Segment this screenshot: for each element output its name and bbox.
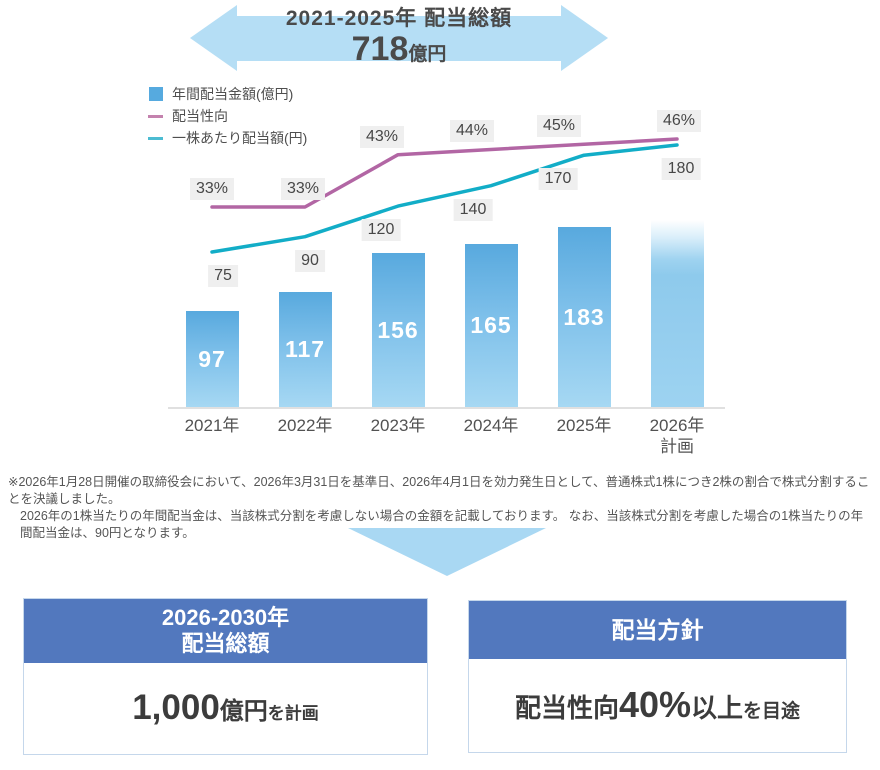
plan-box-header-line2: 配当総額 bbox=[181, 631, 270, 656]
blue-square-icon bbox=[148, 87, 163, 101]
down-arrow-icon bbox=[348, 528, 546, 576]
policy-box-header-text: 配当方針 bbox=[611, 617, 704, 643]
bar-value-label: 156 bbox=[377, 316, 419, 343]
bar-value-label: 165 bbox=[470, 312, 512, 338]
payout-ratio-label: 43% bbox=[359, 125, 405, 148]
legend-item-payout-ratio: 配当性向 bbox=[148, 105, 307, 127]
plan-box-header: 2026-2030年 配当総額 bbox=[24, 599, 427, 663]
bar: 156 bbox=[371, 253, 425, 407]
payout-ratio-label: 33% bbox=[280, 178, 326, 200]
per-share-label: 90 bbox=[295, 249, 325, 272]
policy-box-header: 配当方針 bbox=[469, 601, 846, 659]
per-share-label: 140 bbox=[453, 198, 493, 221]
bar: 165 bbox=[464, 244, 518, 407]
policy-box: 配当方針 配当性向40%以上を目途 bbox=[468, 600, 847, 753]
bar: 117 bbox=[278, 292, 332, 407]
policy-suffix: を目途 bbox=[743, 700, 801, 722]
bar: 183 bbox=[557, 227, 611, 407]
banner-text: 2021-2025年 配当総額 718億円 bbox=[190, 5, 608, 72]
legend-label: 配当性向 bbox=[172, 108, 228, 124]
x-axis-label: 2026年 計画 bbox=[649, 416, 705, 456]
x-axis-label: 2023年 bbox=[370, 416, 426, 435]
per-share-label: 120 bbox=[361, 219, 401, 242]
x-axis-line bbox=[168, 407, 725, 409]
payout-ratio-label: 45% bbox=[536, 115, 582, 138]
x-axis-label: 2021年 bbox=[184, 416, 240, 435]
policy-value: 40% bbox=[618, 683, 692, 725]
plan-box-header-line1: 2026-2030年 bbox=[161, 605, 290, 630]
legend-item-annual-dividend: 年間配当金額(億円) bbox=[148, 83, 307, 105]
x-axis-label: 2024年 bbox=[463, 416, 519, 435]
total-dividend-banner: 2021-2025年 配当総額 718億円 bbox=[190, 5, 608, 72]
footnote-line-2: 2026年の1株当たりの年間配当金は、当該株式分割を考慮しない場合の金額を記載し… bbox=[20, 509, 864, 540]
x-axis-label: 2022年 bbox=[277, 416, 333, 435]
chart-lines bbox=[210, 137, 679, 254]
banner-bar bbox=[236, 16, 562, 61]
per-share-label: 75 bbox=[208, 264, 238, 287]
banner-amount-unit: 億円 bbox=[408, 43, 447, 65]
payout-ratio-label: 44% bbox=[449, 120, 495, 143]
policy-box-body: 配当性向40%以上を目途 bbox=[469, 659, 846, 750]
payout-ratio-label: 46% bbox=[656, 110, 702, 133]
bar-value-label: 97 bbox=[198, 345, 226, 372]
footnote-line-1: ※2026年1月28日開催の取締役会において、2026年3月31日を基準日、20… bbox=[8, 475, 870, 506]
bar-value-label: 183 bbox=[563, 303, 605, 330]
footnote: ※2026年1月28日開催の取締役会において、2026年3月31日を基準日、20… bbox=[8, 474, 874, 542]
plan-amount-unit: 億円 bbox=[219, 697, 268, 725]
policy-mid: 以上 bbox=[691, 692, 744, 723]
arrow-left-icon bbox=[190, 5, 237, 71]
per-share-label: 170 bbox=[538, 168, 578, 191]
policy-prefix: 配当性向 bbox=[514, 692, 619, 723]
banner-amount: 718 bbox=[351, 29, 409, 68]
plan-box: 2026-2030年 配当総額 1,000億円を計画 bbox=[23, 598, 428, 755]
plan-box-body: 1,000億円を計画 bbox=[24, 663, 427, 752]
bar-value-label: 117 bbox=[284, 336, 326, 362]
arrow-right-icon bbox=[561, 5, 608, 71]
payout-ratio-label: 33% bbox=[189, 178, 235, 200]
bar: 97 bbox=[185, 311, 239, 407]
per-share-label: 180 bbox=[661, 157, 701, 180]
banner-amount-line: 718億円 bbox=[352, 31, 447, 74]
plan-suffix: を計画 bbox=[267, 703, 319, 723]
banner-title: 2021-2025年 配当総額 bbox=[285, 6, 513, 30]
pink-line-icon bbox=[148, 114, 163, 118]
plan-amount: 1,000 bbox=[132, 687, 220, 727]
x-axis-label: 2025年 bbox=[556, 416, 612, 435]
bar-plan bbox=[650, 210, 704, 407]
legend-label: 年間配当金額(億円) bbox=[172, 86, 294, 102]
teal-line-icon bbox=[148, 136, 163, 140]
chart-area: 97 2021年 33% 75 117 2022年 33% 90 156 2023年 43% 120 1… bbox=[168, 100, 728, 460]
